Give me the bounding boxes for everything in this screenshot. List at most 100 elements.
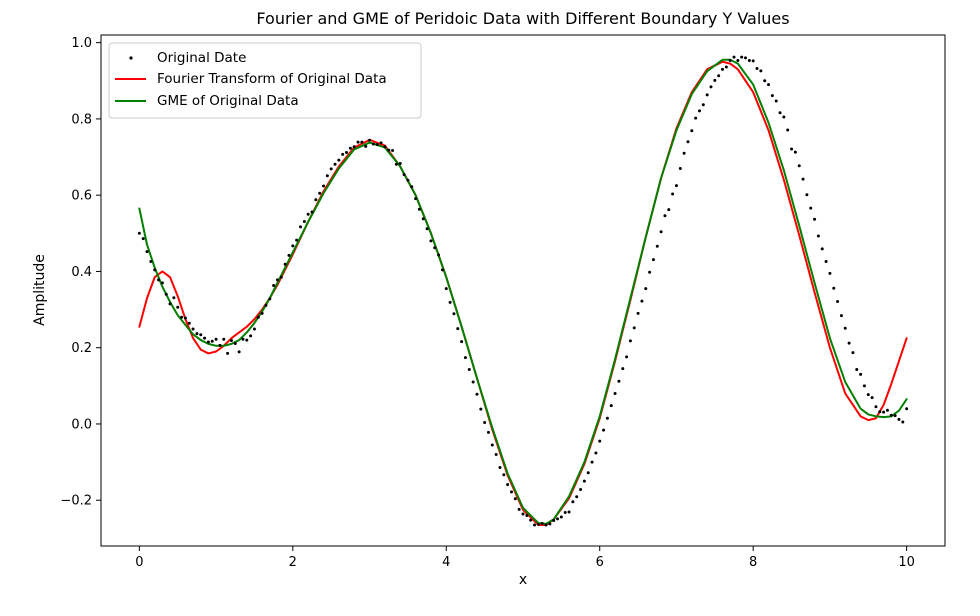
data-point (632, 326, 636, 330)
x-tick-label: 2 (289, 555, 297, 570)
data-point (490, 443, 494, 447)
data-point (882, 410, 886, 414)
data-point (252, 327, 256, 331)
data-point (356, 140, 360, 144)
data-point (540, 522, 544, 525)
y-tick-label: −0.2 (60, 494, 92, 509)
data-point (655, 244, 659, 248)
data-point (479, 407, 483, 411)
data-point (180, 315, 184, 319)
data-point (740, 55, 744, 59)
data-point (621, 367, 625, 371)
data-point (870, 396, 874, 400)
data-point (433, 246, 437, 250)
data-point (859, 372, 863, 376)
y-tick-label: 0.6 (71, 189, 92, 204)
data-point (690, 129, 694, 133)
data-point (375, 142, 379, 146)
data-point (502, 473, 506, 477)
y-tick-label: 1.0 (71, 36, 92, 51)
data-point (414, 197, 418, 201)
data-point (559, 515, 563, 519)
data-point (460, 340, 464, 344)
data-point (456, 327, 460, 331)
data-point (245, 338, 249, 342)
data-point (767, 83, 771, 87)
data-point (448, 300, 452, 304)
data-point (410, 185, 414, 189)
data-point (306, 212, 310, 216)
data-point (506, 483, 510, 487)
data-point (360, 140, 364, 144)
data-point (183, 316, 187, 320)
data-point (774, 99, 778, 103)
data-point (348, 146, 352, 150)
x-tick-label: 10 (898, 555, 915, 570)
y-tick-label: 0.2 (71, 341, 92, 356)
series-layer (137, 55, 909, 527)
data-point (770, 94, 774, 98)
data-point (536, 522, 540, 526)
data-point (164, 292, 168, 296)
x-axis-label: x (519, 572, 527, 588)
data-point (467, 367, 471, 371)
data-point (720, 67, 724, 71)
data-point (279, 275, 283, 279)
data-point (667, 208, 671, 212)
data-point (897, 417, 901, 421)
data-point (575, 495, 579, 499)
data-point (295, 238, 299, 242)
data-point (582, 479, 586, 483)
data-point (694, 116, 698, 120)
data-point (636, 311, 640, 315)
data-point (406, 178, 410, 182)
plot-frame (100, 34, 946, 547)
data-point (609, 404, 613, 408)
data-point (678, 166, 682, 170)
data-point (851, 351, 855, 355)
data-point (471, 380, 475, 384)
data-point (674, 184, 678, 188)
data-point (325, 174, 329, 178)
x-axis: 0 2 4 6 8 10 (135, 546, 915, 570)
x-tick-label: 0 (135, 555, 143, 570)
data-point (421, 217, 425, 221)
data-point (298, 225, 302, 229)
data-point (705, 93, 709, 97)
data-point (425, 227, 429, 231)
data-point (579, 488, 583, 492)
data-point (713, 78, 717, 82)
data-point (816, 234, 820, 238)
data-point (728, 59, 732, 63)
data-point (567, 510, 571, 514)
data-point (605, 416, 609, 420)
data-point (417, 207, 421, 211)
data-point (256, 315, 260, 319)
data-point (398, 162, 402, 166)
data-point (509, 490, 513, 494)
data-point (214, 337, 218, 341)
data-point (463, 356, 467, 360)
data-point (314, 198, 318, 202)
data-point (371, 142, 375, 146)
data-point (613, 391, 617, 395)
data-point (782, 115, 786, 119)
data-point (237, 350, 241, 354)
data-point (878, 410, 882, 414)
data-point (475, 392, 479, 396)
data-point (602, 428, 606, 432)
plot-background (101, 35, 945, 546)
data-point (210, 339, 214, 343)
data-point (241, 337, 245, 341)
data-point (801, 177, 805, 181)
data-point (697, 109, 701, 113)
data-point (153, 268, 157, 272)
y-tick-label: 0.8 (71, 112, 92, 127)
data-point (724, 65, 728, 69)
data-point (556, 517, 560, 521)
data-point (862, 384, 866, 388)
data-point (310, 210, 314, 214)
data-point (233, 342, 237, 346)
data-point (333, 162, 337, 166)
data-point (149, 260, 153, 264)
